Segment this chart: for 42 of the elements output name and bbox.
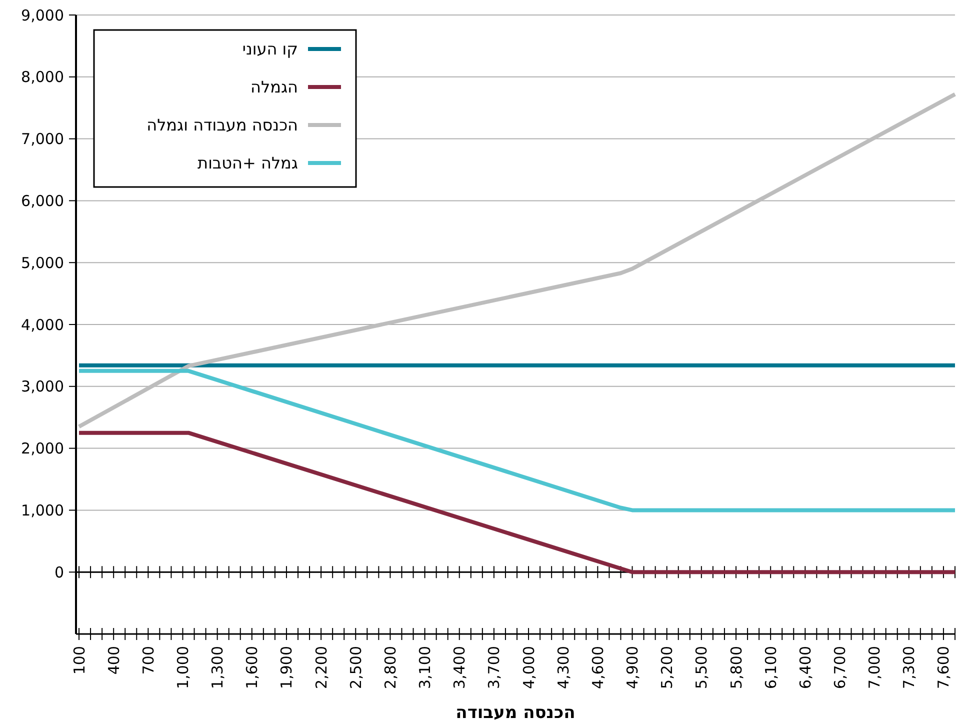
- y-tick-label: 9,000: [21, 6, 64, 24]
- x-tick-label: 5,500: [692, 646, 711, 689]
- x-tick-label: 3,700: [485, 646, 504, 689]
- x-tick-label: 5,200: [658, 646, 676, 689]
- legend-label: הכנסה מעבודה וגמלה: [146, 116, 298, 135]
- x-tick-label: 1,300: [208, 646, 227, 689]
- x-tick-label: 400: [104, 646, 123, 675]
- y-tick-label: 5,000: [21, 254, 64, 272]
- legend-label: גמלה +הטבות: [198, 154, 298, 173]
- x-tick-label: 700: [139, 646, 158, 675]
- x-tick-label: 4,900: [624, 646, 642, 689]
- x-tick-label: 7,000: [866, 646, 884, 689]
- x-tick-label: 2,200: [312, 646, 330, 689]
- y-tick-label: 7,000: [21, 130, 64, 148]
- legend-label: הגמלה: [250, 78, 298, 97]
- x-tick-label: 7,300: [900, 646, 918, 689]
- x-tick-label: 4,000: [520, 646, 538, 689]
- legend-label: קו העוני: [242, 40, 298, 59]
- x-tick-label: 2,500: [346, 646, 365, 689]
- x-tick-label: 3,400: [450, 646, 469, 689]
- y-tick-label: 4,000: [21, 316, 64, 334]
- x-tick-label: 3,100: [416, 646, 434, 689]
- x-tick-label: 5,800: [727, 646, 746, 689]
- x-axis-title: הכנסה מעבודה: [456, 703, 576, 723]
- x-tick-label: 1,900: [278, 646, 296, 689]
- x-tick-label: 6,100: [762, 646, 780, 689]
- x-tick-label: 2,800: [381, 646, 400, 689]
- y-tick-label: 0: [54, 563, 64, 582]
- x-tick-label: 1,600: [243, 646, 262, 689]
- y-tick-label: 2,000: [21, 440, 64, 458]
- x-tick-label: 6,400: [796, 646, 814, 689]
- x-tick-label: 7,600: [934, 646, 953, 689]
- line-series: [77, 92, 957, 429]
- y-tick-label: 3,000: [21, 378, 64, 396]
- x-tick-label: 4,600: [588, 646, 607, 689]
- x-tick-label: 6,700: [830, 646, 849, 689]
- y-tick-label: 6,000: [21, 192, 64, 210]
- x-tick-label: 1,000: [174, 646, 192, 689]
- y-tick-label: 1,000: [21, 501, 64, 520]
- x-tick-label: 4,300: [554, 646, 572, 689]
- y-tick-label: 8,000: [21, 68, 64, 86]
- x-tick-label: 100: [70, 646, 88, 675]
